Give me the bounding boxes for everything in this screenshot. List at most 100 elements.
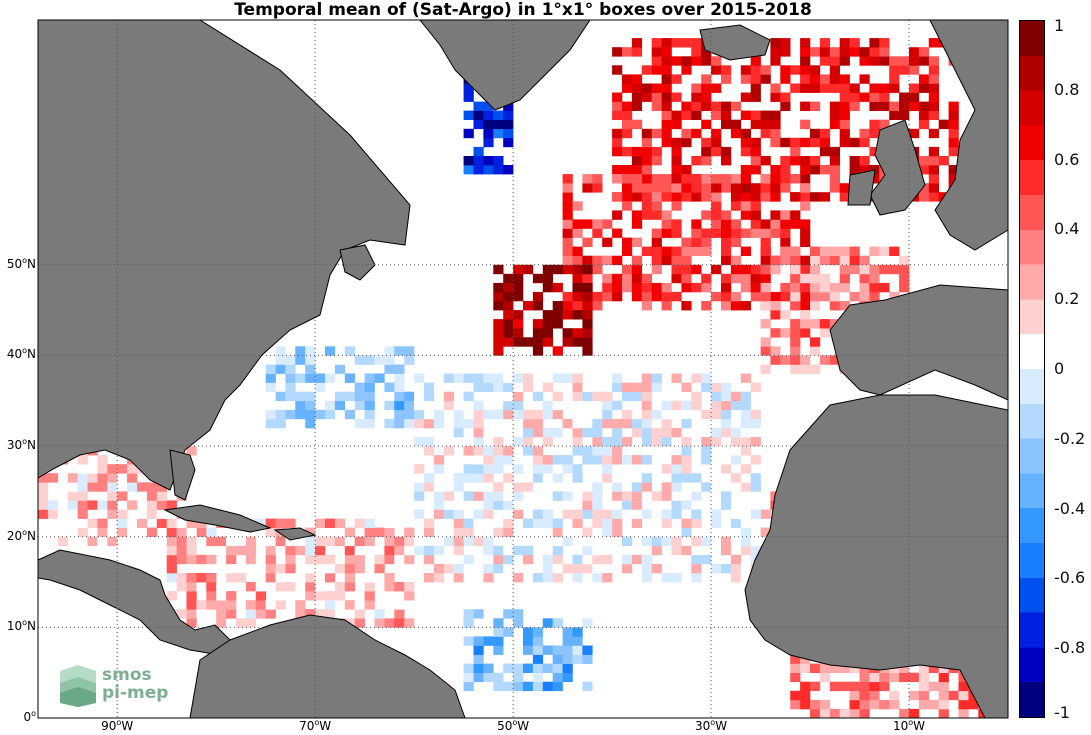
heatmap-cell — [839, 38, 850, 48]
heatmap-cell — [433, 418, 445, 429]
heatmap-cell — [572, 654, 583, 664]
heatmap-cell — [572, 418, 583, 429]
heatmap-cell — [671, 183, 682, 193]
heatmap-cell — [523, 446, 534, 456]
heatmap-cell — [404, 536, 415, 547]
heatmap-cell — [404, 582, 415, 592]
heatmap-cell — [532, 427, 544, 438]
heatmap-cell — [681, 301, 692, 311]
heatmap-cell — [711, 518, 722, 528]
heatmap-cell — [622, 554, 633, 565]
land-greenland — [418, 19, 591, 111]
heatmap-cell — [740, 527, 751, 537]
heatmap-cell — [909, 92, 920, 102]
heatmap-cell — [582, 536, 593, 547]
heatmap-cell — [542, 319, 553, 329]
heatmap-cell — [869, 264, 880, 275]
heatmap-cell — [800, 328, 811, 338]
heatmap-cell — [325, 573, 336, 583]
heatmap-cell — [424, 518, 435, 528]
heatmap-cell — [721, 282, 732, 293]
heatmap-cell — [819, 192, 831, 202]
heatmap-cell — [275, 573, 286, 583]
heatmap-cell — [651, 174, 662, 184]
heatmap-cell — [740, 146, 751, 157]
heatmap-cell — [730, 473, 742, 483]
heatmap-cell — [562, 491, 573, 501]
heatmap-cell — [918, 681, 930, 692]
heatmap-cell — [473, 573, 484, 583]
heatmap-cell — [711, 192, 722, 202]
heatmap-cell — [552, 527, 563, 537]
heatmap-cell — [839, 56, 850, 66]
heatmap-cell — [325, 409, 336, 420]
heatmap-cell — [493, 672, 504, 683]
heatmap-cell — [285, 409, 296, 420]
heatmap-cell — [612, 255, 623, 266]
heatmap-cell — [869, 291, 880, 302]
heatmap-cell — [602, 573, 613, 583]
heatmap-cell — [285, 563, 296, 574]
heatmap-cell — [701, 137, 712, 148]
heatmap-cell — [661, 409, 672, 420]
heatmap-cell — [651, 47, 662, 57]
heatmap-cell — [503, 427, 514, 438]
heatmap-cell — [671, 92, 682, 102]
heatmap-cell — [691, 563, 702, 574]
heatmap-cell — [364, 600, 375, 610]
heatmap-cell — [572, 255, 583, 266]
heatmap-cell — [780, 47, 791, 57]
heatmap-cell — [443, 391, 454, 402]
heatmap-cell — [513, 545, 524, 556]
heatmap-cell — [730, 400, 742, 411]
heatmap-cell — [186, 545, 197, 556]
heatmap-cell — [473, 663, 484, 673]
heatmap-cell — [839, 192, 850, 202]
heatmap-cell — [750, 509, 761, 519]
heatmap-cell — [404, 400, 415, 411]
heatmap-cell — [582, 482, 593, 492]
heatmap-cell — [523, 437, 534, 447]
heatmap-cell — [780, 38, 791, 48]
heatmap-cell — [810, 364, 821, 374]
heatmap-cell — [602, 409, 613, 420]
heatmap-cell — [414, 573, 425, 583]
heatmap-cell — [681, 400, 692, 411]
heatmap-cell — [948, 119, 959, 130]
heatmap-cell — [592, 509, 603, 519]
heatmap-cell — [394, 364, 405, 374]
heatmap-cell — [641, 536, 652, 547]
heatmap-cell — [721, 146, 732, 157]
heatmap-cell — [493, 319, 504, 329]
heatmap-cell — [839, 301, 850, 311]
heatmap-cell — [671, 536, 682, 547]
heatmap-cell — [810, 74, 821, 84]
heatmap-cell — [463, 92, 474, 102]
heatmap-cell — [829, 56, 840, 66]
heatmap-cell — [859, 690, 870, 701]
heatmap-cell — [552, 518, 563, 528]
heatmap-cell — [631, 264, 643, 275]
heatmap-cell — [562, 210, 573, 220]
heatmap-cell — [869, 690, 880, 701]
heatmap-cell — [948, 110, 959, 120]
heatmap-cell — [513, 491, 524, 501]
heatmap-cell — [394, 400, 405, 411]
heatmap-cell — [889, 110, 900, 120]
heatmap-cell — [780, 237, 791, 247]
heatmap-cell — [869, 174, 880, 184]
heatmap-cell — [503, 554, 514, 565]
heatmap-cell — [671, 165, 682, 175]
heatmap-cell — [701, 119, 712, 130]
heatmap-cell — [740, 427, 751, 438]
heatmap-cell — [503, 473, 514, 483]
heatmap-cell — [730, 128, 742, 139]
heatmap-cell — [374, 527, 385, 537]
heatmap-cell — [245, 618, 257, 628]
heatmap-cell — [701, 47, 712, 57]
heatmap-cell — [770, 346, 781, 356]
heatmap-cell — [622, 47, 633, 57]
heatmap-cell — [800, 364, 811, 374]
heatmap-cell — [542, 473, 553, 483]
heatmap-cell — [493, 301, 504, 311]
